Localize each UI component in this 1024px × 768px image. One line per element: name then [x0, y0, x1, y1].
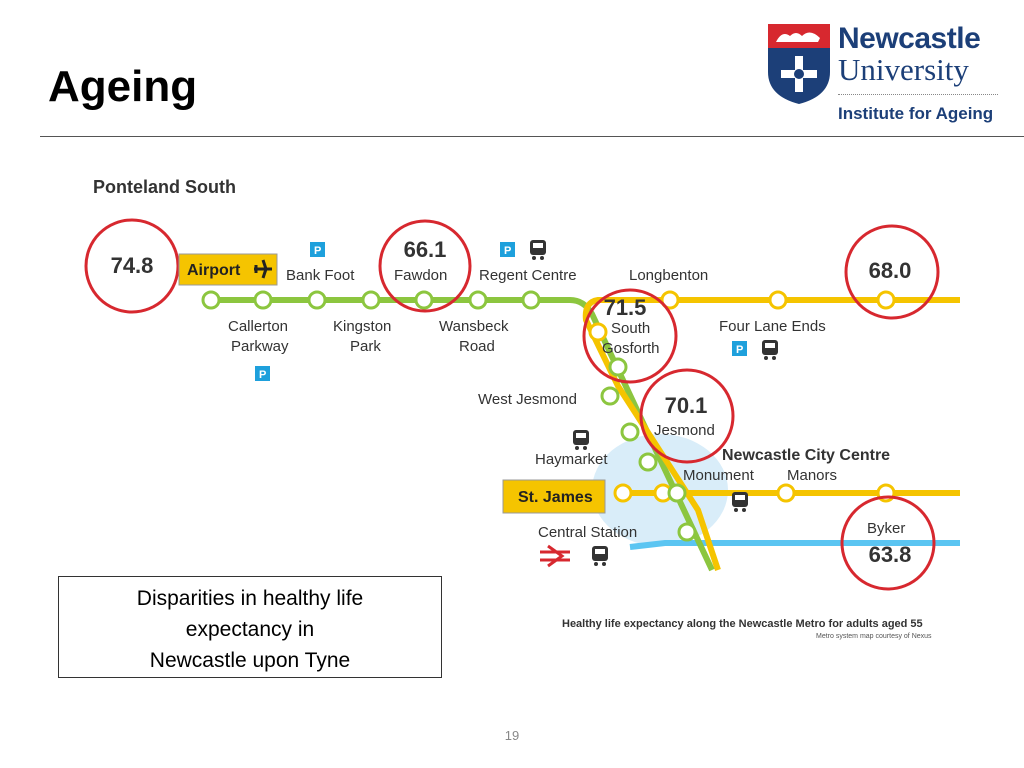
bus-icon: [592, 546, 608, 566]
value-byker: 63.8: [869, 542, 912, 567]
map-credit: Metro system map courtesy of Nexus: [816, 633, 932, 640]
station-stop-south-gosforth: [588, 322, 608, 342]
slide-title: Ageing: [48, 62, 198, 111]
bus-icon: [762, 340, 778, 360]
station-stop-regent-centre: [521, 290, 541, 310]
station-label-fawdon: Fawdon: [394, 267, 447, 284]
station-stop-longbenton-east: [876, 290, 896, 310]
caption-line-1: Disparities in healthy life: [136, 587, 364, 610]
station-label-wansbeck-2: Road: [459, 338, 495, 355]
station-stop-fawdon: [361, 290, 381, 310]
map-header-ponteland-south: Ponteland South: [93, 177, 236, 197]
caption-box: Disparities in healthy life expectancy i…: [58, 576, 442, 678]
station-label-manors: Manors: [787, 467, 837, 484]
svg-text:P: P: [314, 245, 321, 257]
bus-icon: [573, 430, 589, 450]
value-ring-byker: [840, 495, 936, 591]
station-label-kingston-1: Kingston: [333, 318, 391, 335]
station-label-callerton-2: Parkway: [231, 338, 289, 355]
parking-icon: P: [732, 341, 747, 356]
value-south-gosforth: 71.5: [604, 295, 647, 320]
station-stop-regent-centre-west: [468, 290, 488, 310]
bus-icon: [732, 492, 748, 512]
value-longbenton: 68.0: [869, 258, 912, 283]
station-label-monument: Monument: [683, 467, 755, 484]
station-stop-longbenton: [660, 290, 680, 310]
station-stop-ilford-road: [608, 357, 628, 377]
parking-icon: P: [500, 242, 515, 257]
station-stop-callerton: [201, 290, 221, 310]
parking-icon: P: [310, 242, 325, 257]
svg-text:P: P: [736, 344, 743, 356]
page-number: 19: [504, 728, 520, 743]
blue-line: [629, 540, 960, 550]
station-label-haymarket: Haymarket: [535, 451, 608, 468]
station-label-wansbeck-1: Wansbeck: [439, 318, 509, 335]
station-label-airport: Airport: [187, 262, 241, 279]
value-ring-fawdon: [378, 219, 472, 313]
station-stop-bank-foot: [253, 290, 273, 310]
newcastle-university-logo: Newcastle University Institute for Agein…: [766, 20, 1006, 130]
station-label-jesmond: Jesmond: [654, 422, 715, 439]
station-stop-st-james: [613, 483, 633, 503]
station-label-regent-centre: Regent Centre: [479, 267, 577, 284]
value-fawdon: 66.1: [404, 237, 447, 262]
map-note: Healthy life expectancy along the Newcas…: [562, 618, 923, 630]
station-label-west-jesmond: West Jesmond: [478, 391, 577, 408]
station-label-st-james: St. James: [518, 489, 593, 506]
station-stop-jesmond: [620, 422, 640, 442]
svg-text:P: P: [504, 245, 511, 257]
value-ring-jesmond: [639, 368, 735, 464]
green-line: [210, 297, 715, 572]
university-crest-icon: [768, 24, 830, 104]
station-stop-haymarket: [638, 452, 658, 472]
station-label-four-lane-ends: Four Lane Ends: [719, 318, 826, 335]
value-ring-south-gosforth: [582, 288, 678, 384]
station-stop-west-jesmond: [600, 386, 620, 406]
station-stop-four-lane-ends: [768, 290, 788, 310]
svg-text:P: P: [259, 369, 266, 381]
logo-wordmark-university: University: [838, 52, 969, 87]
station-stop-monument-b: [667, 483, 687, 503]
value-ring-longbenton: [844, 224, 940, 320]
station-label-south-gosforth-1: South: [611, 320, 650, 337]
title-divider: [40, 136, 1024, 137]
logo-divider: [838, 94, 998, 95]
station-stop-wansbeck-road: [414, 290, 434, 310]
station-label-byker: Byker: [867, 520, 905, 537]
st-james-label-box: [502, 479, 606, 514]
metro-map: Ponteland South 74.8 66.1 71.5 68.0 70.1…: [84, 177, 960, 640]
station-label-south-gosforth-2: Gosforth: [602, 340, 660, 357]
value-ring-ponteland: [84, 218, 180, 314]
station-stop-central-station: [677, 522, 697, 542]
logo-wordmark-newcastle: Newcastle: [838, 22, 981, 55]
station-stop-kingston-park: [307, 290, 327, 310]
plane-icon: [254, 259, 272, 279]
national-rail-icon: [540, 544, 570, 568]
caption-line-3: Newcastle upon Tyne: [149, 649, 351, 672]
station-label-longbenton: Longbenton: [629, 267, 708, 284]
value-ponteland: 74.8: [111, 253, 154, 278]
station-label-central-station: Central Station: [538, 524, 637, 541]
airport-label-box: [178, 253, 278, 286]
parking-icon: P: [255, 366, 270, 381]
bus-icon: [530, 240, 546, 260]
station-label-callerton-1: Callerton: [228, 318, 288, 335]
station-label-kingston-2: Park: [350, 338, 381, 355]
station-stop-manors: [776, 483, 796, 503]
station-label-bank-foot: Bank Foot: [286, 267, 355, 284]
logo-institute-name: Institute for Ageing: [838, 104, 994, 123]
value-jesmond: 70.1: [665, 393, 708, 418]
caption-line-2: expectancy in: [185, 618, 315, 641]
yellow-line: [582, 297, 960, 571]
station-label-city-centre: Newcastle City Centre: [722, 447, 890, 464]
